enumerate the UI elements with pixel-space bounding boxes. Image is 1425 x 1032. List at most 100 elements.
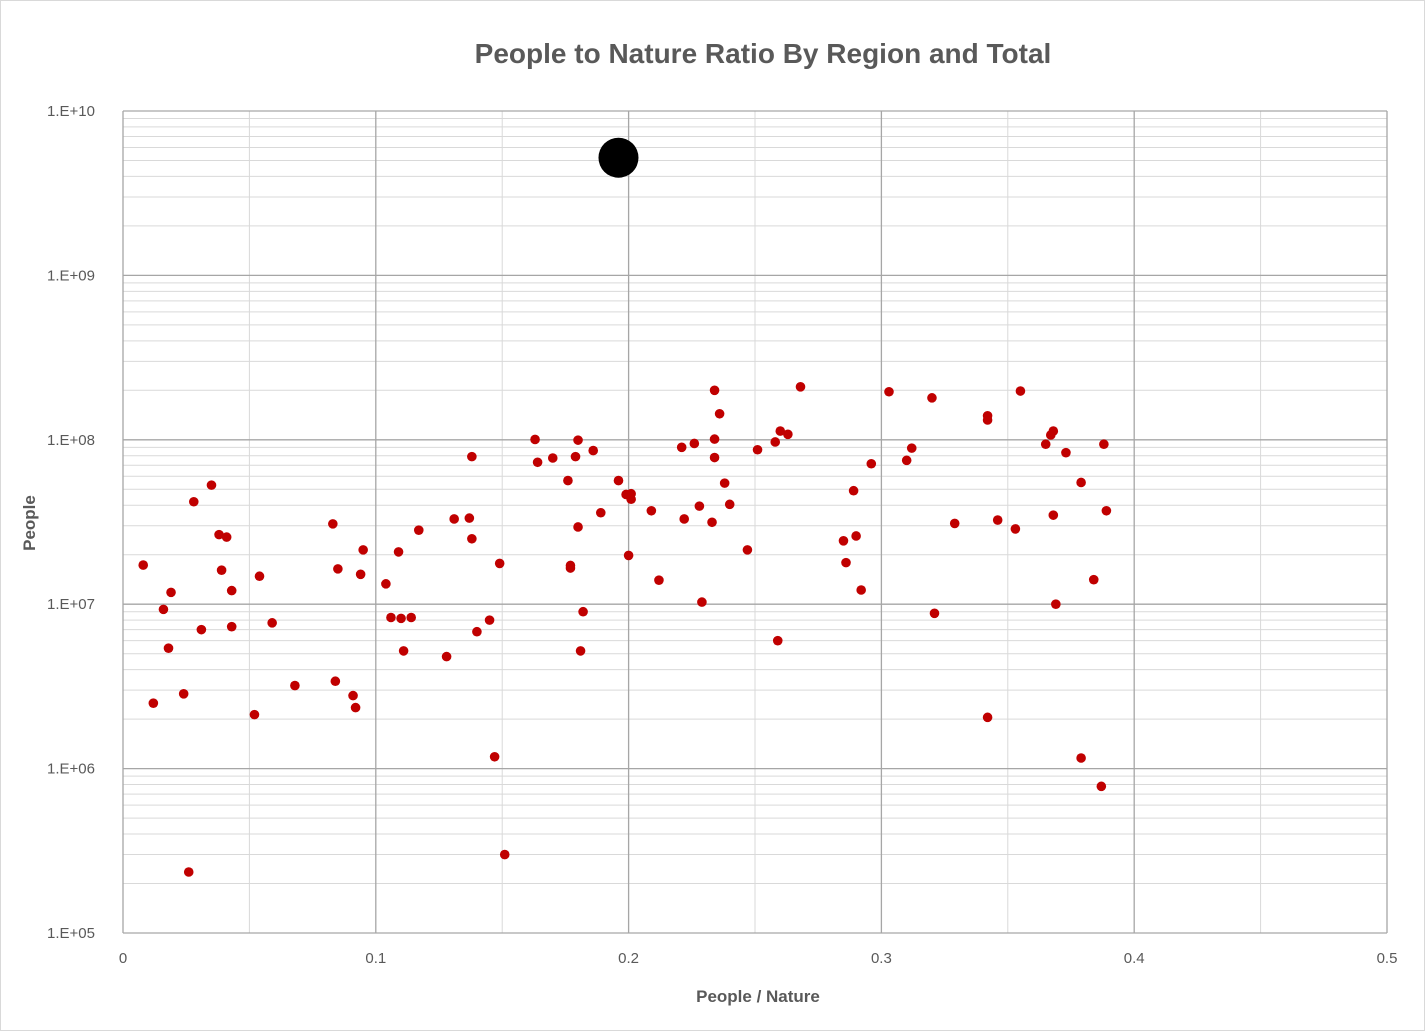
region-point [742,545,753,555]
region-point [613,475,624,486]
region-point [1088,574,1099,585]
region-point [992,515,1003,525]
region-point [1048,426,1059,436]
region-point [138,560,149,570]
region-point [413,525,424,535]
gridlines [122,110,1388,934]
region-point [646,505,657,516]
region-point [214,529,224,540]
region-point [573,522,583,532]
region-point [183,867,194,877]
region-point [494,558,505,569]
x-tick-label: 0 [119,950,127,967]
region-point [1010,524,1021,534]
region-point [350,702,361,713]
region-point [709,434,720,444]
region-point [328,519,338,529]
region-point [1101,505,1112,516]
region-point [1015,386,1026,396]
region-point [848,485,859,496]
region-point [441,651,452,662]
region-point [449,514,459,524]
region-point [841,557,851,568]
region-point [906,443,917,453]
region-point [226,621,237,632]
region-point [467,533,477,544]
region-point [499,849,510,860]
region-point [697,597,707,607]
region-point [595,507,606,518]
region-point [163,643,174,653]
y-tick-label: 1.E+06 [47,761,95,778]
region-point [752,444,763,455]
x-tick-label: 0.4 [1124,950,1145,967]
region-point [464,513,475,523]
x-tick-label: 0.1 [365,950,386,967]
region-point [856,585,866,595]
region-point [330,676,341,687]
region-point [676,442,687,453]
region-point [547,453,558,463]
region-point [333,564,343,574]
region-point [709,385,720,396]
region-point [226,585,237,596]
region-point [489,751,500,762]
region-point [188,496,199,507]
y-tick-label: 1.E+05 [47,925,95,942]
region-point [178,689,189,699]
region-point [884,386,894,397]
y-axis-title: People [20,495,39,551]
region-point [472,626,482,637]
region-point [927,393,937,403]
region-point [484,615,495,625]
region-point [267,618,277,628]
region-point [254,571,265,582]
region-point [689,438,700,449]
region-point [158,604,169,615]
region-point [772,635,783,646]
region-point [573,435,583,445]
region-point [623,550,634,561]
y-tick-label: 1.E+08 [47,432,95,449]
region-point [654,575,664,585]
region-point [530,434,540,445]
region-point [358,545,368,555]
region-point [982,712,993,723]
x-axis-title: People / Nature [696,987,820,1006]
region-point [719,478,730,488]
region-point [929,608,940,619]
region-point [578,606,588,617]
region-point [770,437,781,447]
region-point [532,457,543,468]
region-point [1051,599,1061,609]
region-point [694,501,705,511]
region-point [1099,439,1109,450]
region-point [570,451,581,462]
y-tick-label: 1.E+07 [47,596,95,613]
region-point [221,532,232,542]
region-point [249,709,260,720]
region-point [216,565,227,575]
region-point [709,452,720,463]
region-point [348,690,358,701]
data-points [138,137,1112,877]
x-tick-label: 0.2 [618,950,639,967]
region-point [148,698,159,708]
region-point [901,455,912,466]
region-point [166,587,176,598]
chart-title: People to Nature Ratio By Region and Tot… [475,38,1052,69]
region-point [679,514,690,524]
region-point [795,382,806,392]
region-point [565,563,576,573]
region-point [467,451,477,462]
region-point [982,410,993,421]
x-tick-label: 0.5 [1377,950,1398,967]
region-point [783,429,793,440]
region-point [196,624,207,635]
region-point [1076,477,1086,488]
region-point [563,475,573,486]
tick-labels: 0 0.1 0.2 0.3 0.4 0.5 1.E+05 1.E+06 1.E+07 1.E+08… [47,103,1397,967]
region-point [851,531,861,541]
region-point [714,408,725,419]
region-point [396,613,406,624]
